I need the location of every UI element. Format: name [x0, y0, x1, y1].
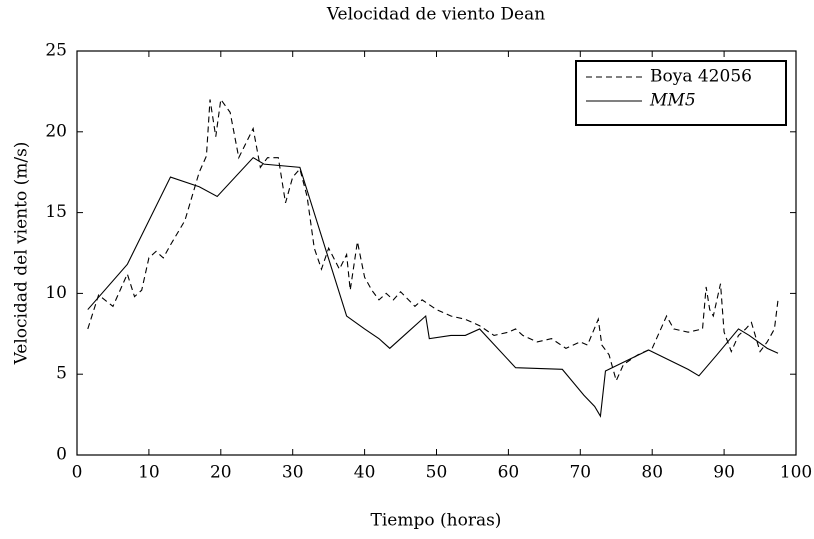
y-tick-label: 10: [45, 283, 67, 303]
x-tick-label: 60: [498, 463, 520, 483]
series-line: [87, 156, 779, 418]
x-tick-label: 0: [72, 463, 83, 483]
x-tick-label: 40: [354, 463, 376, 483]
y-tick-label: 15: [45, 202, 67, 222]
x-tick-label: 80: [641, 463, 663, 483]
x-tick-label: 10: [138, 463, 160, 483]
y-tick-label: 0: [56, 445, 67, 465]
chart-title: Velocidad de viento Dean: [326, 5, 545, 25]
series-line: [87, 98, 779, 383]
y-tick-label: 20: [45, 121, 67, 141]
y-tick-label: 25: [45, 41, 67, 61]
x-tick-label: 20: [210, 463, 232, 483]
y-axis-label: Velocidad del viento (m/s): [12, 142, 32, 366]
x-tick-label: 70: [569, 463, 591, 483]
x-tick-label: 30: [282, 463, 304, 483]
legend-box: [575, 60, 787, 126]
legend-label: Boya 42056: [650, 67, 752, 87]
legend-label: MM5: [649, 91, 696, 111]
y-tick-label: 5: [56, 364, 67, 384]
x-axis-label: Tiempo (horas): [371, 511, 502, 531]
x-tick-label: 100: [780, 463, 812, 483]
x-tick-label: 90: [713, 463, 735, 483]
x-tick-label: 50: [426, 463, 448, 483]
